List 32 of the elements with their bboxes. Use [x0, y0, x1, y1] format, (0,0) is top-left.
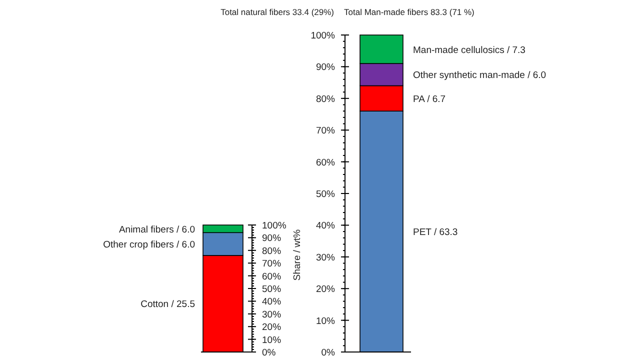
y-tick-label: 0%	[262, 348, 276, 358]
y-tick-label: 80%	[262, 246, 282, 257]
y-tick-label: 90%	[262, 233, 282, 244]
y-tick-label: 10%	[262, 334, 282, 346]
series-label: Other crop fibers / 6.0	[103, 240, 195, 251]
y-tick-label: 40%	[262, 296, 282, 308]
y-tick-label: 90%	[316, 62, 336, 74]
y-axis-title: Share / wt%	[292, 228, 303, 281]
series-label: PET / 63.3	[413, 227, 458, 238]
y-tick-label: 40%	[316, 220, 336, 232]
series-label: Other synthetic man-made / 6.0	[413, 70, 546, 82]
y-tick-label: 20%	[262, 322, 282, 334]
y-tick-label: 60%	[262, 271, 282, 282]
series-label: Man-made cellulosics / 7.3	[413, 44, 526, 56]
y-tick-label: 100%	[310, 30, 336, 42]
y-tick-label: 100%	[262, 220, 287, 232]
y-tick-label: 70%	[262, 258, 282, 270]
y-tick-label: 60%	[316, 157, 336, 168]
y-tick-label: 20%	[316, 284, 336, 296]
y-tick-label: 50%	[262, 284, 282, 295]
y-tick-label: 70%	[316, 126, 336, 137]
series-label: Animal fibers / 6.0	[118, 224, 195, 236]
series-label: PA / 6.7	[413, 94, 446, 105]
y-tick-label: 80%	[316, 94, 336, 105]
chart-title: Total Man-made fibers 83.3 (71 %)	[344, 7, 475, 17]
series-label: Cotton / 25.5	[140, 299, 195, 310]
y-tick-label: 50%	[316, 189, 336, 200]
y-tick-label: 30%	[316, 252, 336, 264]
y-tick-label: 10%	[316, 316, 336, 327]
y-tick-label: 0%	[321, 348, 336, 358]
y-tick-label: 30%	[262, 309, 282, 320]
text: Total natural fibers 33.4 (29%)	[220, 7, 334, 17]
